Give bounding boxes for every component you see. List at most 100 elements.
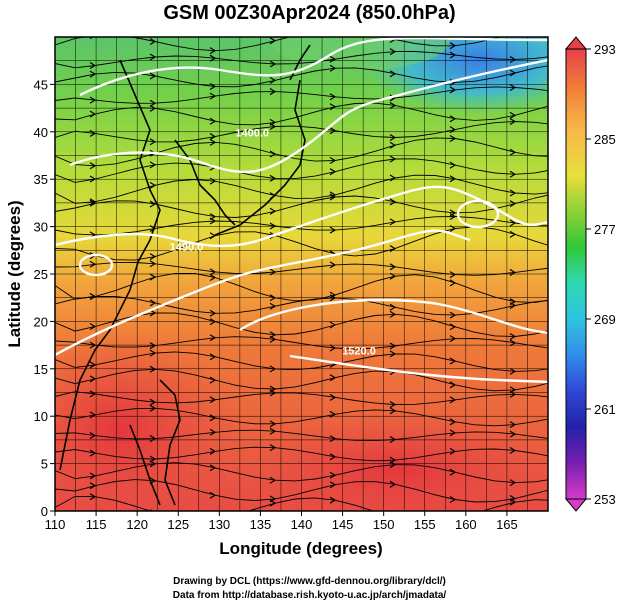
wind-arrowhead [449, 311, 457, 319]
wind-arrowhead [329, 127, 337, 135]
wind-arrowhead [209, 414, 217, 422]
wind-arrowhead [389, 350, 397, 358]
wind-arrowhead [149, 342, 157, 350]
wind-arrowhead [449, 212, 457, 221]
wind-arrowhead [389, 155, 397, 163]
streamline [55, 336, 548, 350]
lon-tick-label: 125 [167, 517, 189, 532]
lat-tick-label: 15 [34, 362, 48, 377]
lon-tick-label: 115 [86, 517, 107, 532]
wind-arrowhead [89, 390, 97, 398]
lat-tick-label: 45 [34, 77, 48, 92]
wind-arrowhead [329, 393, 337, 401]
wind-arrowhead [269, 60, 277, 68]
wind-arrowhead [89, 292, 97, 301]
wind-arrowhead [510, 30, 515, 36]
wind-arrowhead [449, 42, 457, 50]
streamline [55, 174, 548, 204]
wind-arrowhead [389, 218, 397, 226]
lon-tick-label: 145 [332, 517, 354, 532]
wind-arrowhead [329, 191, 337, 199]
colorbar-scale [565, 48, 587, 500]
colorbar-tick-label: 285 [594, 132, 616, 147]
lon-tick-label: 135 [250, 517, 272, 532]
streamline [55, 407, 548, 427]
wind-arrowhead [149, 435, 157, 443]
wind-arrowhead [449, 175, 457, 183]
lon-tick-label: 150 [373, 517, 395, 532]
wind-arrowhead [149, 349, 157, 357]
wind-arrowhead [509, 479, 517, 487]
wind-arrowhead [89, 162, 97, 170]
lat-tick-label: 10 [34, 409, 48, 424]
wind-arrowhead [89, 432, 97, 440]
wind-arrowhead [389, 101, 397, 109]
wind-arrowhead [89, 199, 97, 207]
wind-arrowhead [509, 446, 517, 454]
wind-arrowhead [509, 498, 517, 506]
streamline [55, 121, 548, 143]
wind-arrowhead [449, 135, 457, 143]
wind-arrowhead [209, 133, 217, 141]
wind-arrowhead [329, 321, 337, 329]
wind-arrowhead [149, 273, 157, 281]
wind-arrowhead [449, 468, 457, 476]
wind-arrowhead [269, 427, 277, 435]
wind-arrowhead [509, 367, 517, 375]
wind-arrowhead [509, 111, 517, 119]
streamline [55, 51, 548, 69]
wind-arrowhead [449, 271, 457, 279]
wind-arrowhead [389, 435, 397, 444]
wind-arrowhead [389, 174, 397, 182]
wind-arrowhead [209, 138, 217, 146]
wind-arrowhead [389, 461, 397, 469]
streamline [55, 429, 548, 442]
credit-drawing: Drawing by DCL (https://www.gfd-dennou.o… [173, 576, 446, 587]
wind-arrowhead [269, 174, 277, 182]
lon-tick-label: 160 [455, 517, 477, 532]
colorbar: 293 285 277 269 261 253 [564, 36, 616, 512]
wind-arrowhead [149, 99, 157, 107]
wind-arrowhead [329, 374, 337, 382]
wind-arrowhead [149, 253, 157, 261]
wind-arrowhead [149, 161, 157, 169]
geopotential-contours [55, 37, 548, 384]
wind-arrowhead [149, 72, 157, 80]
wind-arrowhead [149, 181, 157, 189]
wind-arrowhead [329, 435, 337, 443]
wind-arrowhead [209, 464, 217, 472]
wind-arrowhead [269, 389, 277, 397]
wind-arrowhead [449, 86, 457, 94]
wind-arrowhead [269, 150, 277, 158]
lon-tick-label: 130 [208, 517, 230, 532]
wind-arrowhead [509, 230, 517, 238]
wind-arrowhead [269, 335, 277, 343]
wind-arrowhead [269, 207, 277, 215]
wind-arrowhead [329, 344, 337, 352]
wind-arrowhead [269, 302, 277, 310]
streamline [55, 391, 548, 405]
wind-arrowhead [269, 76, 277, 84]
wind-arrowhead [329, 193, 337, 201]
colorbar-ticks: 293 285 277 269 261 253 [586, 42, 616, 507]
map-title: GSM 00Z30Apr2024 (850.0hPa) [163, 2, 456, 24]
lon-tick-label: 155 [414, 517, 436, 532]
wind-arrowhead [329, 496, 337, 504]
wind-arrowhead [389, 480, 397, 488]
wind-arrowhead [329, 93, 337, 101]
wind-arrowhead [149, 365, 157, 373]
wind-arrowhead [449, 279, 457, 287]
wind-arrowhead [89, 375, 97, 383]
lat-tick-label: 20 [34, 314, 48, 329]
wind-arrowhead [449, 323, 457, 331]
wind-arrowhead [449, 447, 457, 455]
wind-arrowhead [149, 37, 157, 46]
longitude-ticks: 110 115 120 125 130 135 140 145 150 155 160 165 [45, 511, 518, 532]
wind-arrowhead [269, 499, 277, 507]
streamline [55, 479, 548, 503]
lat-tick-label: 25 [34, 267, 48, 282]
lat-tick-label: 0 [41, 504, 48, 519]
wind-arrowhead [209, 491, 217, 499]
wind-arrowhead [209, 396, 217, 404]
